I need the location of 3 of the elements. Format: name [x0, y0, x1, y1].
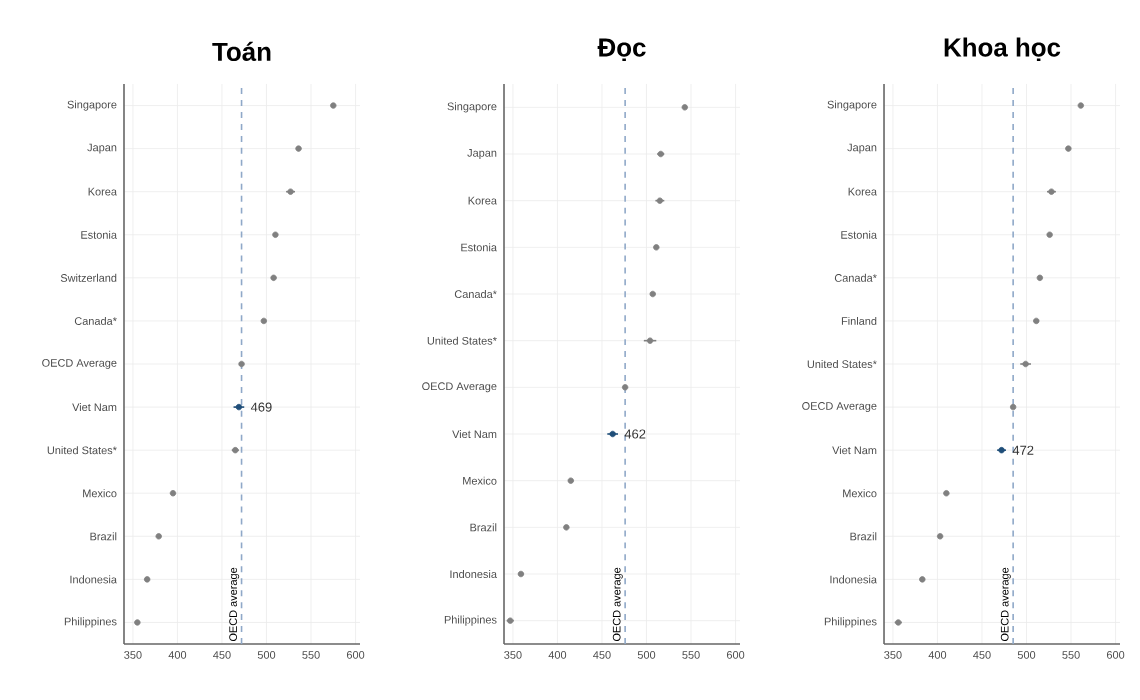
- chart-title: Khoa học: [944, 37, 1061, 62]
- chart-title: Toán: [212, 41, 271, 62]
- chart-title: Đọc: [597, 38, 646, 62]
